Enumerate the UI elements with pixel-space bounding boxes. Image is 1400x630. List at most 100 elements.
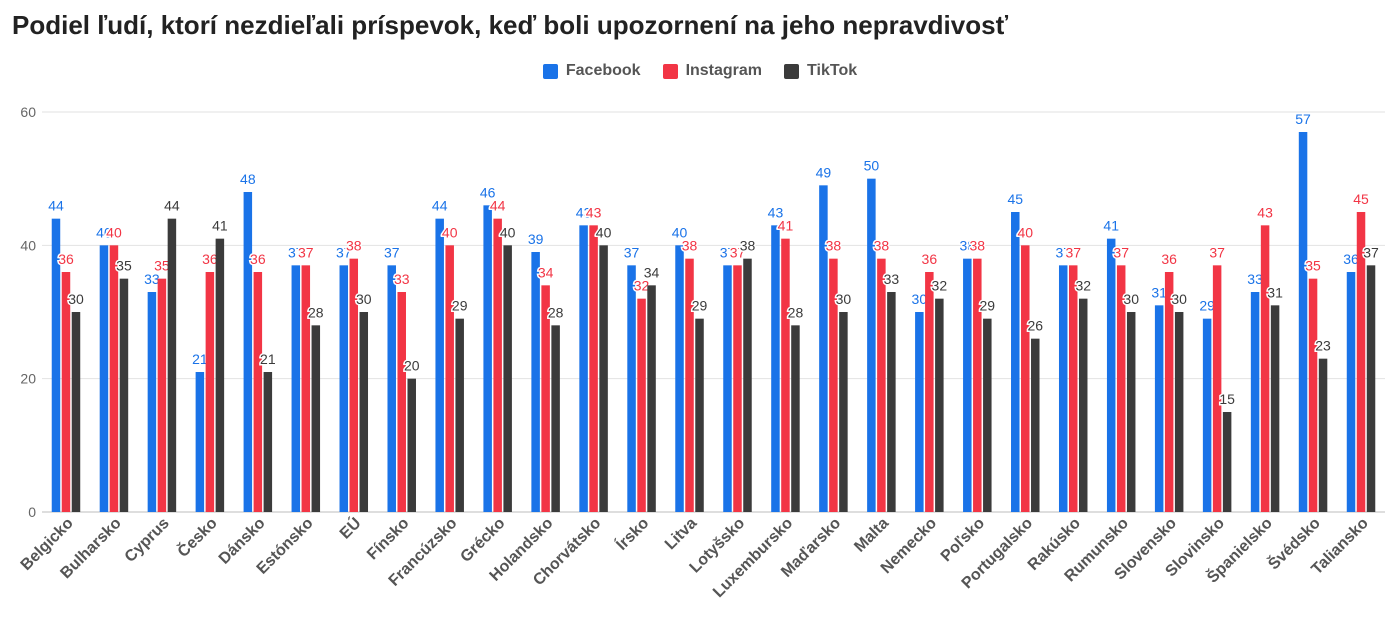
bar-instagram [349,258,359,512]
bar-tiktok [263,372,273,512]
data-label-tiktok: 38 [740,238,756,254]
data-label-facebook: 40 [96,224,112,240]
bar-instagram [493,218,502,512]
x-tick-label: Fínsko [364,515,413,564]
data-label-facebook: 43 [576,204,592,220]
data-label-instagram: 44 [490,198,506,214]
bar-tiktok [887,292,896,512]
data-label-instagram: 41 [778,218,794,234]
data-label-instagram: 38 [682,238,698,254]
x-tick-label: Česko [173,513,221,561]
data-label-instagram: 36 [1161,251,1177,267]
bar-tiktok [311,325,321,512]
data-label-tiktok: 28 [788,304,804,320]
data-label-instagram: 38 [826,238,842,254]
bar-tiktok [1366,265,1376,512]
bar-instagram [541,285,550,512]
bar-tiktok [71,312,81,512]
bar-instagram [973,258,982,512]
data-label-facebook: 36 [1343,251,1359,267]
y-tick-label: 20 [20,371,36,387]
x-tick-label: Litva [662,515,700,553]
bar-facebook [915,312,924,512]
bar-instagram [301,265,311,512]
data-label-facebook: 40 [672,224,688,240]
data-label-instagram: 36 [922,251,938,267]
data-label-tiktok: 33 [884,271,900,287]
bar-tiktok [743,258,752,512]
data-label-facebook: 37 [336,244,352,260]
legend-item-facebook[interactable]: Facebook [542,62,641,80]
data-label-instagram: 38 [346,238,362,254]
bar-tiktok [983,318,992,512]
bar-facebook [195,372,205,512]
bar-instagram [445,245,454,513]
bar-facebook [675,245,684,513]
bar-instagram [685,258,694,512]
data-label-facebook: 44 [432,198,448,214]
bar-instagram [733,265,742,512]
data-label-instagram: 36 [250,251,266,267]
data-label-facebook: 37 [624,244,640,260]
legend: Facebook Instagram TikTok [0,62,1400,80]
legend-label-instagram: Instagram [685,62,763,79]
y-tick-label: 40 [20,237,36,253]
data-label-facebook: 43 [768,204,784,220]
bar-tiktok [791,325,800,512]
bar-instagram [253,272,263,512]
bar-facebook [819,185,828,513]
data-label-tiktok: 30 [1123,291,1139,307]
bar-facebook [1106,238,1116,512]
bar-tiktok [839,312,848,512]
data-label-tiktok: 20 [404,358,420,374]
data-label-tiktok: 30 [836,291,852,307]
bar-facebook [291,265,301,512]
bar-instagram [1164,272,1174,512]
data-label-instagram: 43 [1257,204,1273,220]
bar-instagram [1212,265,1222,512]
data-label-facebook: 48 [240,171,256,187]
bar-facebook [1011,212,1020,512]
x-tick-label: Írsko [612,513,653,554]
data-label-instagram: 43 [586,204,602,220]
data-label-tiktok: 44 [164,198,180,214]
bar-tiktok [647,285,656,512]
data-label-tiktok: 34 [644,264,660,280]
bar-tiktok [119,278,129,512]
bar-facebook [51,218,61,512]
bar-tiktok [1318,358,1328,512]
bar-tiktok [407,378,416,512]
data-label-facebook: 37 [384,244,400,260]
data-label-facebook: 37 [288,244,304,260]
data-label-tiktok: 29 [692,298,708,314]
legend-swatch-facebook [542,63,558,79]
bar-instagram [589,225,598,513]
bar-instagram [781,238,790,512]
legend-item-tiktok[interactable]: TikTok [784,62,857,80]
bar-instagram [1068,265,1078,512]
data-label-instagram: 35 [1305,258,1321,274]
bar-instagram [61,272,71,512]
data-label-tiktok: 32 [1075,278,1091,294]
data-label-instagram: 37 [1113,244,1129,260]
bar-instagram [1356,212,1366,512]
data-label-tiktok: 29 [980,298,996,314]
data-label-facebook: 38 [960,238,976,254]
data-label-tiktok: 32 [932,278,948,294]
data-label-instagram: 37 [298,244,314,260]
data-label-facebook: 30 [912,291,928,307]
x-tick-label: Malta [851,515,892,556]
legend-item-instagram[interactable]: Instagram [662,62,763,80]
data-label-facebook: 39 [528,231,544,247]
legend-label-tiktok: TikTok [807,62,858,79]
bar-facebook [339,265,349,512]
bar-tiktok [1270,305,1280,512]
bar-tiktok [551,325,560,512]
bar-facebook [1202,318,1212,512]
bar-tiktok [215,238,225,512]
bar-instagram [877,258,886,512]
x-tick-label: Cyprus [122,515,173,566]
bar-tiktok [1174,312,1184,512]
bar-tiktok [1222,412,1232,512]
